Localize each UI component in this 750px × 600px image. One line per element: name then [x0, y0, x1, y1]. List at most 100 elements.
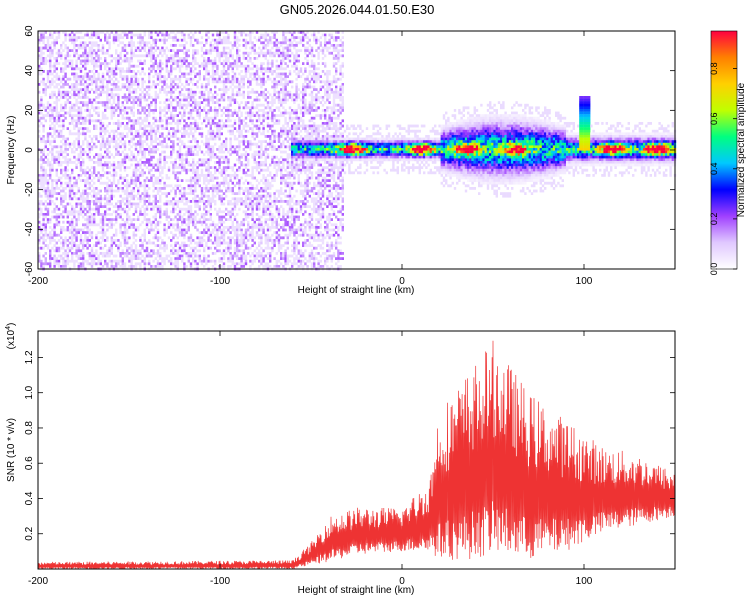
- heatmap-cell: [143, 132, 146, 136]
- heatmap-cell: [106, 207, 109, 211]
- heatmap-cell: [90, 70, 94, 73]
- heatmap-cell: [121, 132, 124, 136]
- heatmap-cell: [99, 38, 102, 42]
- heatmap-cell: [97, 262, 100, 266]
- heatmap-cell: [86, 166, 89, 169]
- heatmap-cell: [134, 72, 138, 76]
- heatmap-cell: [77, 142, 80, 146]
- heatmap-cell: [143, 54, 146, 58]
- heatmap-cell: [82, 265, 85, 268]
- heatmap-cell: [64, 145, 67, 149]
- heatmap-cell: [82, 142, 85, 146]
- heatmap-cell: [128, 265, 131, 268]
- heatmap-cell: [77, 161, 80, 164]
- heatmap-cell: [205, 67, 208, 71]
- heatmap-cell: [130, 129, 133, 133]
- heatmap-cell: [44, 207, 47, 211]
- heatmap-cell: [209, 90, 212, 94]
- heatmap-cell: [227, 109, 230, 112]
- heatmap-cell: [178, 140, 182, 143]
- heatmap-cell: [117, 181, 120, 185]
- heatmap-cell: [181, 135, 184, 138]
- heatmap-cell: [132, 114, 135, 117]
- heatmap-cell: [64, 176, 67, 180]
- heatmap-cell: [187, 213, 190, 216]
- heatmap-cell: [95, 202, 98, 206]
- heatmap-cell: [174, 184, 177, 188]
- heatmap-cell: [203, 109, 206, 112]
- heatmap-cell: [143, 231, 146, 234]
- heatmap-cell: [90, 54, 94, 58]
- heatmap-cell: [49, 194, 52, 198]
- heatmap-cell: [181, 57, 184, 60]
- heatmap-cell: [40, 98, 43, 102]
- heatmap-cell: [46, 135, 50, 138]
- heatmap-cell: [207, 189, 210, 193]
- heatmap-cell: [40, 150, 43, 154]
- heatmap-cell: [137, 59, 140, 63]
- heatmap-cell: [73, 124, 76, 128]
- heatmap-cell: [192, 220, 195, 224]
- heatmap-cell: [82, 64, 85, 68]
- heatmap-cell: [238, 228, 241, 232]
- heatmap-cell: [51, 187, 54, 190]
- heatmap-cell: [93, 90, 96, 94]
- heatmap-cell: [192, 36, 195, 39]
- heatmap-cell: [233, 226, 237, 229]
- heatmap-cell: [194, 174, 197, 177]
- heatmap-cell: [95, 161, 98, 164]
- heatmap-cell: [139, 166, 142, 169]
- heatmap-cell: [211, 166, 215, 169]
- heatmap-cell: [174, 202, 177, 206]
- heatmap-cell: [247, 213, 250, 216]
- heatmap-cell: [42, 83, 45, 86]
- heatmap-cell: [42, 202, 45, 206]
- heatmap-cell: [104, 239, 107, 242]
- heatmap-cell: [68, 111, 72, 115]
- heatmap-cell: [101, 127, 105, 130]
- heatmap-cell: [38, 194, 41, 198]
- heatmap-cell: [38, 49, 41, 52]
- heatmap-cell: [176, 259, 179, 263]
- heatmap-cell: [192, 215, 195, 219]
- heatmap-cell: [236, 252, 239, 255]
- heatmap-cell: [220, 259, 223, 263]
- heatmap-cell: [247, 41, 250, 45]
- heatmap-cell: [244, 187, 248, 190]
- heatmap-cell: [40, 33, 43, 37]
- heatmap-cell: [192, 90, 195, 94]
- heatmap-cell: [82, 215, 85, 219]
- heatmap-cell: [218, 226, 221, 229]
- heatmap-cell: [152, 140, 155, 143]
- heatmap-cell: [115, 67, 118, 71]
- heatmap-cell: [216, 129, 219, 133]
- heatmap-cell: [112, 181, 116, 185]
- heatmap-cell: [214, 176, 217, 180]
- heatmap-cell: [119, 252, 122, 255]
- heatmap-cell: [145, 166, 149, 169]
- heatmap-cell: [183, 197, 186, 201]
- heatmap-cell: [178, 192, 182, 195]
- heatmap-cell: [178, 210, 182, 214]
- heatmap-cell: [106, 90, 109, 94]
- heatmap-cell: [128, 192, 131, 195]
- heatmap-cell: [84, 179, 87, 182]
- heatmap-cell: [38, 124, 41, 128]
- heatmap-cell: [253, 44, 256, 47]
- heatmap-cell: [97, 33, 100, 37]
- heatmap-cell: [84, 181, 87, 185]
- heatmap-cell: [99, 241, 102, 245]
- heatmap-cell: [55, 207, 58, 211]
- heatmap-cell: [244, 200, 248, 203]
- heatmap-cell: [205, 223, 208, 227]
- heatmap-cell: [75, 166, 78, 169]
- heatmap-cell: [247, 192, 250, 195]
- heatmap-cell: [222, 249, 226, 253]
- heatmap-cell: [161, 75, 164, 78]
- heatmap-cell: [60, 129, 63, 133]
- heatmap-cell: [194, 200, 197, 203]
- heatmap-cell: [198, 197, 201, 201]
- heatmap-cell: [222, 184, 226, 188]
- heatmap-cell: [233, 64, 237, 68]
- heatmap-cell: [227, 38, 230, 42]
